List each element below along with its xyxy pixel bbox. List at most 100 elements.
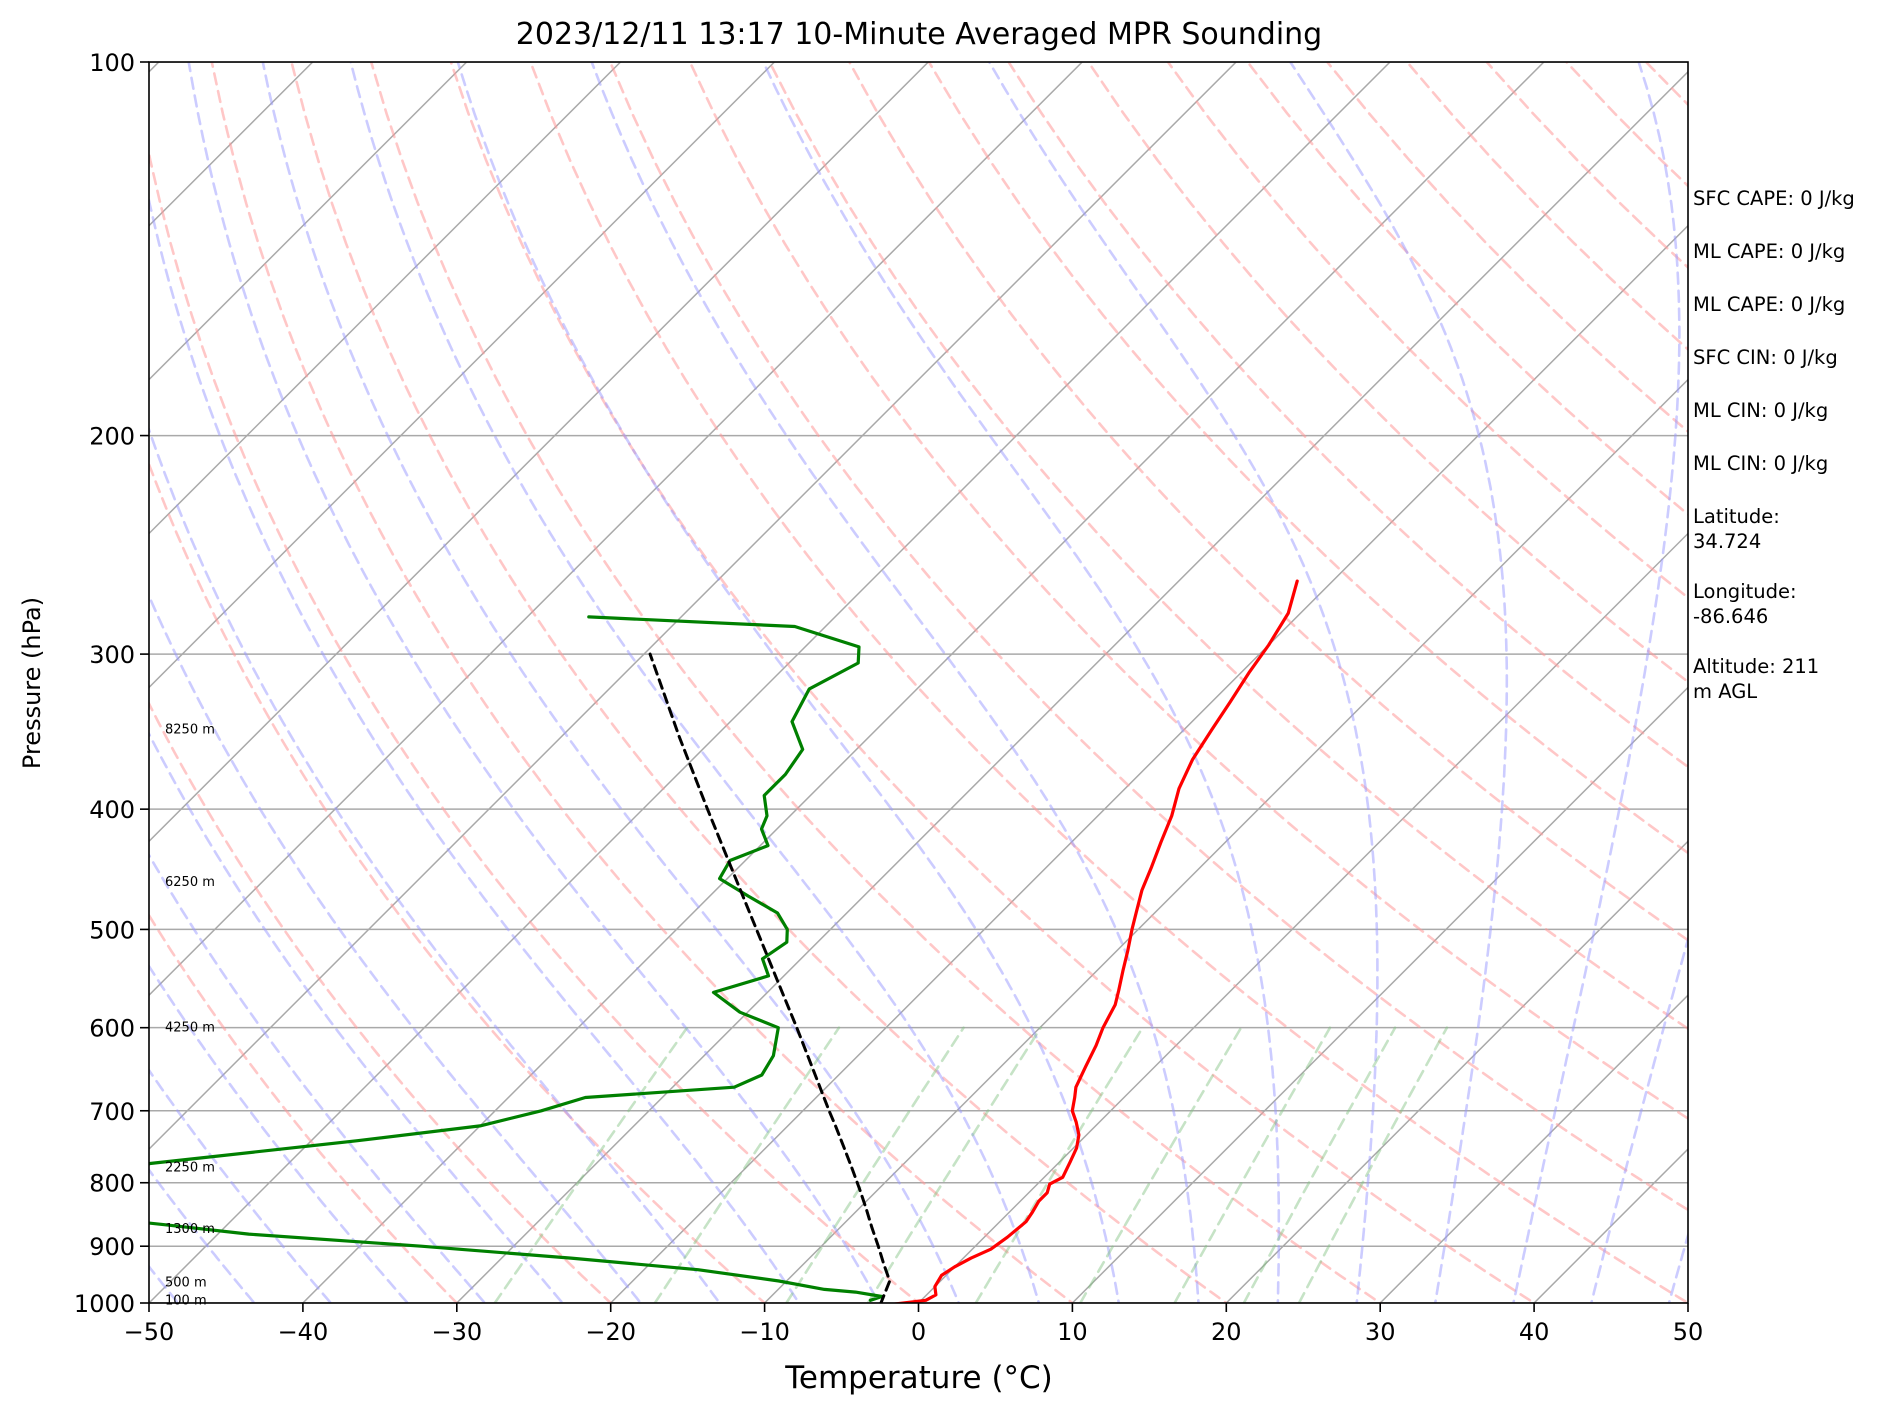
mixing-ratio-line (493, 1026, 689, 1303)
dry-adiabat-line (529, 62, 1688, 1303)
x-tick-label: −50 (124, 1318, 175, 1346)
x-axis-label: Temperature (°C) (784, 1360, 1053, 1396)
dry-adiabat-line (449, 62, 1537, 1303)
height-label: 1300 m (165, 1222, 215, 1237)
moist-adiabat-line (149, 731, 565, 1303)
moist-adiabat-line (1289, 62, 1509, 1303)
y-tick-label: 700 (89, 1098, 135, 1126)
chart-title: 2023/12/11 13:17 10-Minute Averaged MPR … (516, 17, 1322, 52)
moist-adiabat-line (149, 425, 722, 1303)
dry-adiabat-line (927, 62, 1688, 855)
info-item: SFC CAPE: 0 J/kg (1693, 187, 1855, 210)
dry-adiabat-line (290, 62, 1229, 1303)
moist-adiabat-line (149, 1167, 257, 1303)
dry-adiabat-line (768, 62, 1688, 1031)
y-tick-label: 300 (89, 641, 135, 669)
isotherm-line (149, 62, 622, 535)
x-tick-label: 0 (911, 1318, 926, 1346)
mixing-ratio-line (1079, 1026, 1243, 1303)
dry-adiabat-line (1007, 62, 1688, 769)
x-tick-label: −40 (278, 1318, 329, 1346)
isotherm-line (1071, 686, 1688, 1303)
isotherm-line (455, 70, 1688, 1303)
moist-adiabat-line (590, 62, 1200, 1303)
x-tick-label: 20 (1211, 1318, 1242, 1346)
moist-adiabat-line (762, 62, 1281, 1303)
dry-adiabat-line (688, 62, 1688, 1121)
info-item: Longitude: -86.646 (1693, 580, 1797, 628)
info-item: ML CAPE: 0 J/kg (1693, 293, 1846, 316)
height-label: 6250 m (165, 875, 215, 890)
isotherm-line (149, 62, 1084, 997)
isotherm-line (301, 62, 1545, 1303)
moist-adiabat-line (1589, 934, 1688, 1303)
y-tick-label: 500 (89, 916, 135, 944)
info-item: SFC CIN: 0 J/kg (1693, 346, 1838, 369)
mixing-ratio-line (866, 1026, 1042, 1303)
dry-adiabat-line (149, 912, 459, 1303)
height-label: 2250 m (165, 1161, 215, 1176)
moist-adiabat-line (1667, 1230, 1688, 1303)
dry-adiabat-line (847, 62, 1688, 942)
dry-adiabat-line (210, 62, 1075, 1303)
dewpoint-profile (149, 615, 884, 1302)
height-label: 8250 m (165, 722, 215, 737)
isotherm-line (149, 62, 930, 843)
info-item: Altitude: 211 m AGL (1693, 655, 1820, 703)
y-axis-label: Pressure (hPa) (18, 597, 46, 769)
isotherm-line (149, 62, 468, 381)
x-tick-label: −30 (431, 1318, 482, 1346)
sounding-info-panel: SFC CAPE: 0 J/kg ML CAPE: 0 J/kg ML CAPE: … (1693, 186, 1888, 729)
height-label: 4250 m (165, 1021, 215, 1036)
dry-adiabat-line (149, 147, 921, 1303)
dry-adiabat-line (1166, 62, 1688, 600)
mixing-ratio-line (785, 1026, 965, 1303)
moist-adiabat-line (149, 592, 643, 1303)
x-tick-label: −20 (585, 1318, 636, 1346)
height-label: 100 m (165, 1293, 207, 1308)
moist-adiabat-line (261, 62, 961, 1303)
mixing-ratio-line (1242, 1026, 1397, 1303)
y-tick-label: 100 (89, 49, 135, 77)
info-item: ML CIN: 0 J/kg (1693, 452, 1829, 475)
x-tick-label: 50 (1673, 1318, 1704, 1346)
moist-adiabat-line (187, 62, 881, 1303)
mixing-ratio-line (1297, 1026, 1449, 1303)
info-item: ML CIN: 0 J/kg (1693, 399, 1829, 422)
y-tick-label: 1000 (74, 1290, 135, 1318)
y-tick-label: 400 (89, 796, 135, 824)
mixing-ratio-line (653, 1026, 841, 1303)
parcel-path (648, 652, 892, 1303)
y-tick-label: 800 (89, 1170, 135, 1198)
temperature-profile (893, 579, 1299, 1303)
mixing-ratio-line (1173, 1026, 1332, 1303)
moist-adiabat-line (149, 852, 487, 1303)
y-tick-label: 900 (89, 1233, 135, 1261)
isotherm-line (1379, 994, 1688, 1303)
moist-adiabat-line (149, 1068, 333, 1303)
isotherm-line (149, 62, 1238, 1151)
dry-adiabat-line (608, 62, 1688, 1212)
x-tick-label: 10 (1057, 1318, 1088, 1346)
height-label: 500 m (165, 1276, 207, 1291)
moist-adiabat-line (456, 62, 1121, 1303)
isotherm-line (1225, 840, 1688, 1303)
moist-adiabat-line (1512, 62, 1681, 1303)
y-tick-label: 600 (89, 1015, 135, 1043)
moist-adiabat-line (987, 62, 1379, 1303)
info-item: ML CAPE: 0 J/kg (1693, 240, 1846, 263)
y-tick-label: 200 (89, 423, 135, 451)
isotherm-line (149, 62, 776, 689)
moist-adiabat-line (149, 194, 801, 1303)
mixing-ratio-line (974, 1026, 1144, 1303)
x-tick-label: 30 (1365, 1318, 1396, 1346)
x-tick-label: 40 (1519, 1318, 1550, 1346)
dry-adiabat-line (149, 700, 613, 1303)
x-tick-label: −10 (739, 1318, 790, 1346)
isotherm-line (917, 532, 1688, 1303)
dry-adiabat-line (369, 62, 1383, 1303)
dry-adiabat-line (149, 460, 767, 1303)
info-item: Latitude: 34.724 (1693, 505, 1780, 553)
isotherm-line (149, 62, 1392, 1303)
